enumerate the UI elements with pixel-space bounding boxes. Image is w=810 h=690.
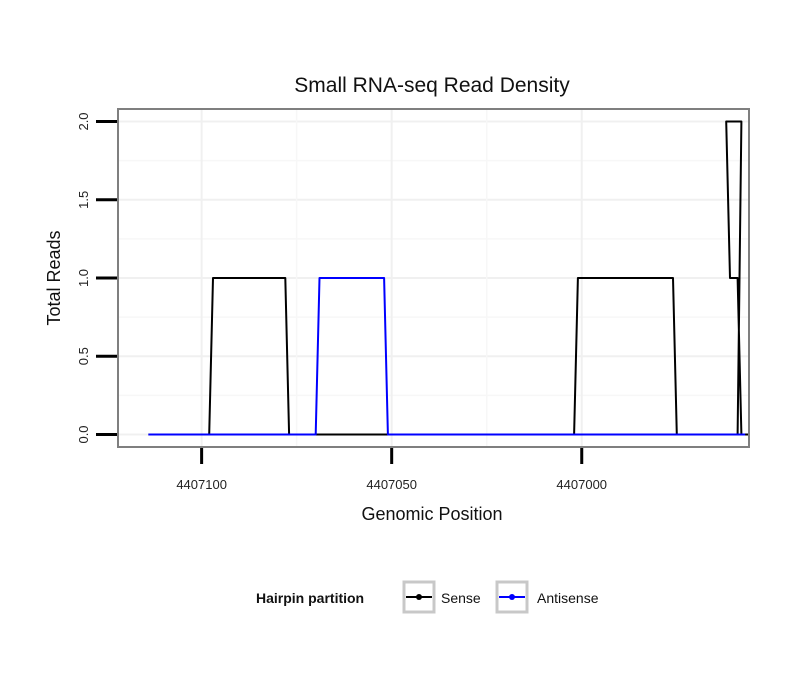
legend-label-antisense: Antisense [537,590,599,606]
grid [118,109,749,447]
legend-point-antisense [509,594,515,600]
x-axis: 4407100 4407050 4407000 [176,448,607,492]
legend-title: Hairpin partition [256,590,364,606]
series-layer [148,120,749,436]
chart-title: Small RNA-seq Read Density [294,74,570,97]
series-line-antisense [148,277,746,436]
y-tick-label: 1.5 [76,191,91,209]
y-tick-label: 2.0 [76,112,91,130]
x-axis-title: Genomic Position [361,504,502,524]
legend: Hairpin partition Sense Antisense [256,580,599,614]
y-axis: 0.0 0.5 1.0 1.5 2.0 [76,112,117,444]
x-tick-label: 4407050 [366,477,417,492]
y-axis-title: Total Reads [44,230,64,325]
series-line-sense [148,120,749,436]
legend-key-antisense [495,580,529,614]
legend-label-sense: Sense [441,590,481,606]
y-tick-label: 0.0 [76,425,91,443]
y-tick-label: 0.5 [76,347,91,365]
x-tick-label: 4407000 [556,477,607,492]
legend-point-sense [416,594,422,600]
y-tick-label: 1.0 [76,269,91,287]
plot-border [117,108,750,448]
x-tick-label: 4407100 [176,477,227,492]
